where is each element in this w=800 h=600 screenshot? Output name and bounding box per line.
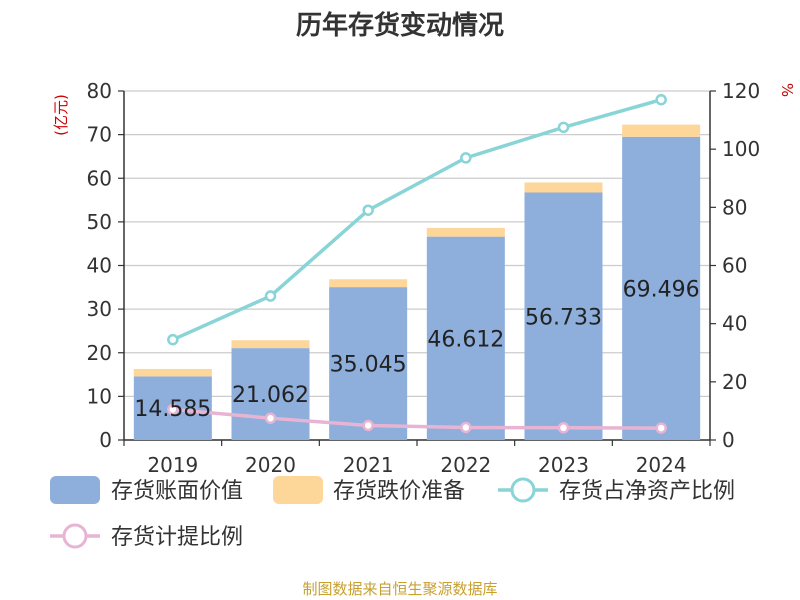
point-inventory-to-net-assets (557, 121, 570, 134)
legend-swatch-book-value (50, 476, 100, 504)
bar-data-label: 21.062 (232, 383, 309, 408)
bar-impairment-reserve (426, 227, 505, 237)
bar-book-value (231, 348, 310, 440)
bar-data-label: 46.612 (427, 327, 504, 352)
bar-book-value (524, 192, 603, 440)
left-tick-label: 40 (87, 254, 112, 278)
bar-book-value (622, 136, 701, 440)
axes: 0 10 20 30 40 50 60 70 80 0 20 40 60 80 100 120 2019 2020… (87, 79, 761, 477)
legend-label: 存货计提比例 (111, 525, 243, 550)
legend-label: 存货占净资产比例 (559, 479, 735, 504)
legend-swatch-impairment (273, 476, 323, 504)
point-provision-ratio (362, 419, 374, 432)
point-provision-ratio (460, 421, 472, 434)
legend-swatch-provision-marker (62, 523, 88, 549)
point-inventory-to-net-assets (362, 204, 374, 216)
chart-title: 历年存货变动情况 (296, 10, 504, 41)
bar-data-label: 35.045 (330, 353, 407, 378)
bar-book-value (329, 287, 408, 440)
bar-book-value (426, 236, 505, 440)
x-tick-label: 2019 (147, 453, 198, 477)
point-provision-ratio (264, 412, 277, 424)
point-provision-ratio (557, 422, 570, 434)
left-tick-label: 20 (87, 341, 112, 365)
source-note: 制图数据来自恒生聚源数据库 (302, 580, 497, 598)
legend-swatch-net-assets-marker (510, 477, 536, 503)
point-provision-ratio (167, 403, 179, 416)
x-tick-label: 2020 (245, 453, 296, 477)
right-tick-label: 80 (722, 195, 747, 219)
line-inventory-to-net-assets (172, 98, 662, 342)
bar-data-label: 56.733 (525, 305, 602, 330)
point-inventory-to-net-assets (655, 93, 667, 106)
left-tick-label: 30 (87, 297, 112, 321)
bar-impairment-reserve (524, 182, 603, 193)
bars (133, 124, 701, 440)
point-inventory-to-net-assets (460, 152, 472, 164)
right-tick-label: 20 (722, 370, 747, 394)
point-inventory-to-net-assets (167, 333, 179, 346)
line-provision-ratio (172, 407, 662, 430)
bar-data-label: 69.496 (623, 277, 700, 302)
bar-impairment-reserve (231, 340, 310, 349)
left-axis-unit-label: (亿元) (52, 94, 70, 136)
gridlines (124, 90, 710, 441)
left-tick-label: 60 (87, 166, 112, 190)
legend-label: 存货账面价值 (111, 479, 243, 504)
right-tick-label: 120 (722, 79, 760, 103)
x-tick-label: 2021 (343, 453, 394, 477)
right-tick-label: 40 (722, 312, 747, 336)
right-tick-label: 0 (722, 428, 735, 452)
right-tick-label: 100 (722, 137, 760, 161)
x-tick-label: 2024 (636, 453, 687, 477)
left-tick-label: 0 (99, 428, 112, 452)
point-provision-ratio (655, 422, 667, 434)
legend-label: 存货跌价准备 (333, 479, 465, 504)
bar-impairment-reserve (329, 279, 408, 288)
bar-impairment-reserve (622, 124, 701, 137)
point-inventory-to-net-assets (264, 290, 277, 302)
x-tick-label: 2022 (440, 453, 491, 477)
data-labels: 14.585 21.062 35.045 46.612 56.733 69.496 (134, 277, 699, 422)
left-tick-label: 50 (87, 210, 112, 234)
bar-data-label: 14.585 (134, 397, 211, 422)
left-tick-label: 70 (87, 123, 112, 147)
right-axis-unit-label: % (778, 83, 796, 97)
x-tick-label: 2023 (538, 453, 589, 477)
lines (167, 93, 667, 434)
right-tick-label: 60 (722, 254, 747, 278)
left-tick-label: 80 (87, 79, 112, 103)
left-tick-label: 10 (87, 384, 112, 408)
bar-impairment-reserve (133, 368, 212, 377)
